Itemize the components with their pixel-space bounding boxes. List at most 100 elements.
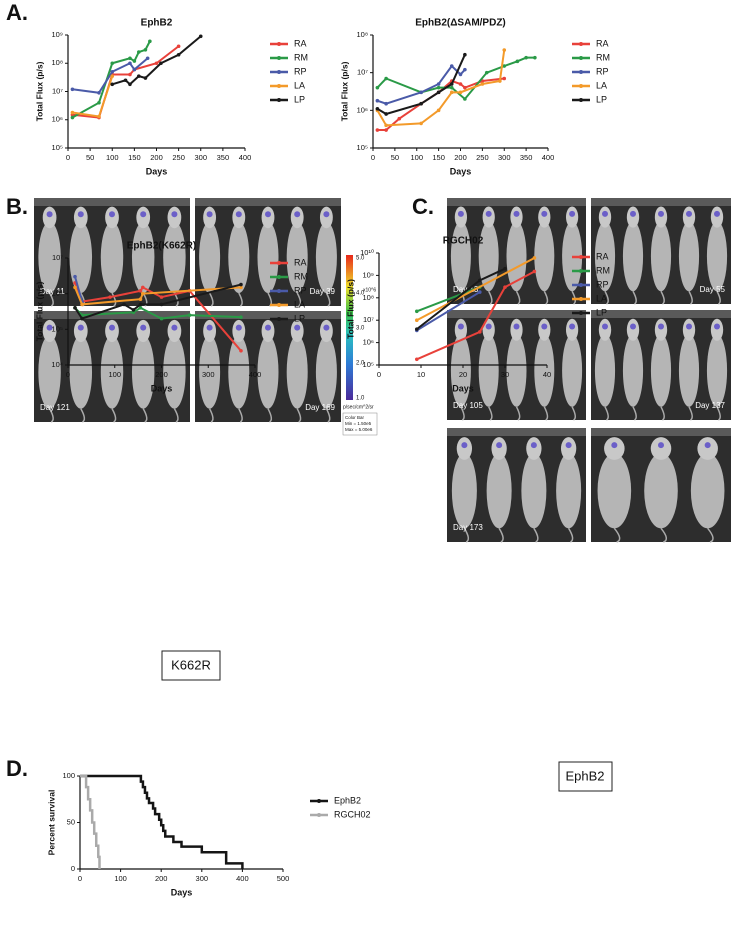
- mouse-body: [163, 221, 186, 294]
- signal: [323, 324, 330, 331]
- box-label: EphB2: [565, 768, 604, 783]
- signal: [569, 210, 576, 217]
- x-tick-label: 200: [155, 370, 168, 379]
- photo-band: [591, 428, 731, 436]
- mouse-head: [682, 206, 696, 228]
- mouse-body: [644, 453, 678, 529]
- colorbar-info: Max = 5.00e6: [345, 427, 373, 432]
- signal: [461, 442, 468, 449]
- mouse-tail: [296, 292, 302, 307]
- series-line: [74, 276, 83, 302]
- signal: [658, 323, 664, 330]
- colorbar-tick: 1.0: [356, 396, 365, 402]
- mouse-body: [622, 221, 644, 292]
- photo-label: Day 13: [453, 285, 479, 294]
- legend-label: LA: [596, 293, 607, 303]
- x-tick-label: 300: [194, 153, 207, 162]
- color-bar: [346, 255, 353, 400]
- legend-label: RP: [596, 279, 609, 289]
- legend-marker: [277, 303, 281, 307]
- x-tick-label: 250: [172, 153, 185, 162]
- mouse-tail: [325, 292, 331, 307]
- legend-marker: [579, 56, 583, 60]
- photo-label: Day 137: [695, 401, 725, 410]
- x-tick-label: 200: [454, 153, 467, 162]
- y-axis-label: Total Flux (p/s): [34, 61, 44, 121]
- point: [503, 285, 507, 289]
- point: [73, 306, 77, 310]
- signal: [565, 442, 572, 449]
- y-tick-label: 10⁹: [51, 30, 63, 39]
- chart-title: EphB2(ΔSAM/PDZ): [415, 18, 506, 29]
- legend-marker: [579, 297, 583, 301]
- mouse-body: [228, 221, 250, 294]
- mouse-head: [261, 206, 275, 229]
- photo-band: [34, 198, 190, 206]
- mouse-body: [257, 221, 279, 294]
- signal: [630, 210, 636, 217]
- signal: [109, 324, 115, 331]
- mouse-head: [167, 206, 182, 229]
- legend-marker: [277, 98, 281, 102]
- point: [110, 61, 115, 66]
- point: [384, 101, 388, 106]
- x-tick-label: 0: [78, 874, 82, 883]
- legend-marker: [579, 42, 583, 46]
- legend-label: RA: [294, 38, 307, 48]
- x-tick-label: 200: [155, 874, 168, 883]
- signal: [541, 210, 548, 217]
- point: [419, 101, 423, 106]
- colorbar-tick: 5.0: [356, 256, 365, 262]
- point: [458, 82, 463, 86]
- point: [122, 302, 126, 307]
- y-tick-label: 10⁵: [363, 360, 374, 369]
- colorbar-info: Min = 1.50e5: [345, 421, 372, 426]
- y-tick-label: 10⁷: [363, 315, 374, 324]
- photo-label: Day 11: [40, 287, 65, 296]
- point: [463, 52, 467, 57]
- x-axis-label: Days: [452, 383, 474, 393]
- legend-marker: [277, 317, 281, 321]
- colorbar-tick: 4.0: [356, 291, 365, 297]
- mouse-body: [678, 221, 700, 292]
- y-tick-label: 100: [62, 771, 75, 780]
- legend-label: RA: [596, 38, 609, 48]
- mouse-body: [506, 334, 527, 407]
- point: [532, 256, 537, 260]
- legend-marker: [277, 84, 281, 88]
- signal: [109, 211, 115, 218]
- mouse-tail: [604, 406, 609, 421]
- signal: [485, 323, 492, 330]
- mouse-head: [598, 206, 612, 228]
- x-tick-label: 10: [417, 370, 425, 379]
- point: [138, 306, 143, 310]
- x-tick-label: 50: [86, 153, 94, 162]
- y-tick-label: 10⁷: [52, 253, 63, 262]
- series-line: [416, 257, 535, 322]
- series-line: [416, 270, 535, 361]
- signal: [569, 323, 576, 330]
- mouse-tail: [238, 292, 243, 307]
- mouse-head: [73, 319, 88, 343]
- point: [159, 302, 164, 307]
- signal: [686, 210, 692, 217]
- photo-label: Day 55: [700, 285, 726, 294]
- mouse-tail: [48, 408, 54, 423]
- legend-marker: [579, 98, 583, 102]
- point: [458, 90, 463, 95]
- point: [478, 290, 482, 294]
- point: [187, 313, 192, 317]
- photo-label: Day 105: [453, 401, 483, 410]
- legend-label: LA: [294, 299, 305, 309]
- mouse-tail: [543, 290, 549, 305]
- signal: [485, 210, 492, 217]
- panel-label: B.: [6, 194, 28, 219]
- point: [128, 56, 132, 61]
- mouse-body: [597, 453, 632, 529]
- point: [449, 64, 454, 68]
- y-tick-label: 10⁷: [52, 86, 63, 95]
- colorbar-scale: x10^6: [363, 287, 376, 293]
- mouse-body: [451, 453, 477, 529]
- mouse-head: [261, 319, 275, 343]
- mouse-tail: [48, 292, 54, 307]
